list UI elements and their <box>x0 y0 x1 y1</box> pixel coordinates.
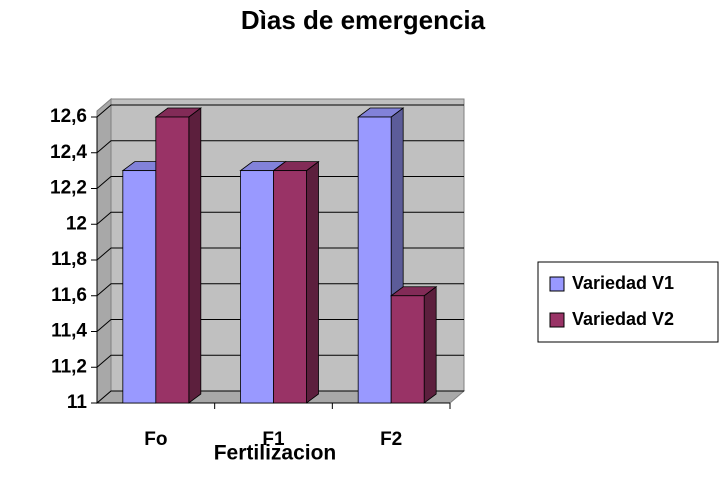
y-tick-label: 11,8 <box>51 249 87 270</box>
grid-line <box>96 247 464 261</box>
y-tick-label: 11,2 <box>51 356 87 377</box>
grid-line <box>96 319 464 332</box>
bar <box>122 170 157 404</box>
bar <box>390 295 425 404</box>
x-tick-label: Fo <box>144 429 167 450</box>
y-tick-label: 12,4 <box>50 142 87 163</box>
x-tick-label: F1 <box>262 429 285 450</box>
x-tick-label: F2 <box>380 429 402 450</box>
grid-line <box>96 104 464 118</box>
grid-line <box>96 176 464 189</box>
grid-line <box>96 211 464 225</box>
grid-line <box>96 354 464 368</box>
legend-swatch <box>549 276 565 292</box>
grid-line <box>96 140 464 154</box>
bar-group <box>154 107 203 404</box>
bar-side <box>423 285 437 404</box>
legend-box <box>537 261 719 343</box>
bar <box>240 170 274 404</box>
y-tick-label: 11 <box>67 392 88 413</box>
y-tick-label: 12 <box>66 213 87 234</box>
y-tick-label: 12,2 <box>50 178 87 199</box>
bar-side <box>188 107 202 404</box>
legend-label: Variedad V1 <box>572 273 674 293</box>
bar-group <box>272 160 320 404</box>
legend-label: Variedad V2 <box>572 309 674 329</box>
x-axis-title: Fertilizacion <box>214 442 337 465</box>
bar <box>273 170 307 404</box>
legend-swatch <box>549 312 565 328</box>
y-tick-label: 11,4 <box>51 321 87 342</box>
grid-line <box>96 283 464 297</box>
grid-line <box>96 390 464 404</box>
y-tick-label: 11,6 <box>51 285 87 306</box>
bar-group <box>356 107 405 404</box>
chart-title: Dìas de emergencia <box>241 5 486 35</box>
bar-side <box>306 160 319 404</box>
bar <box>155 116 190 404</box>
bar <box>357 116 392 404</box>
y-tick-label: 12,6 <box>50 106 87 127</box>
bar-group <box>389 285 438 404</box>
